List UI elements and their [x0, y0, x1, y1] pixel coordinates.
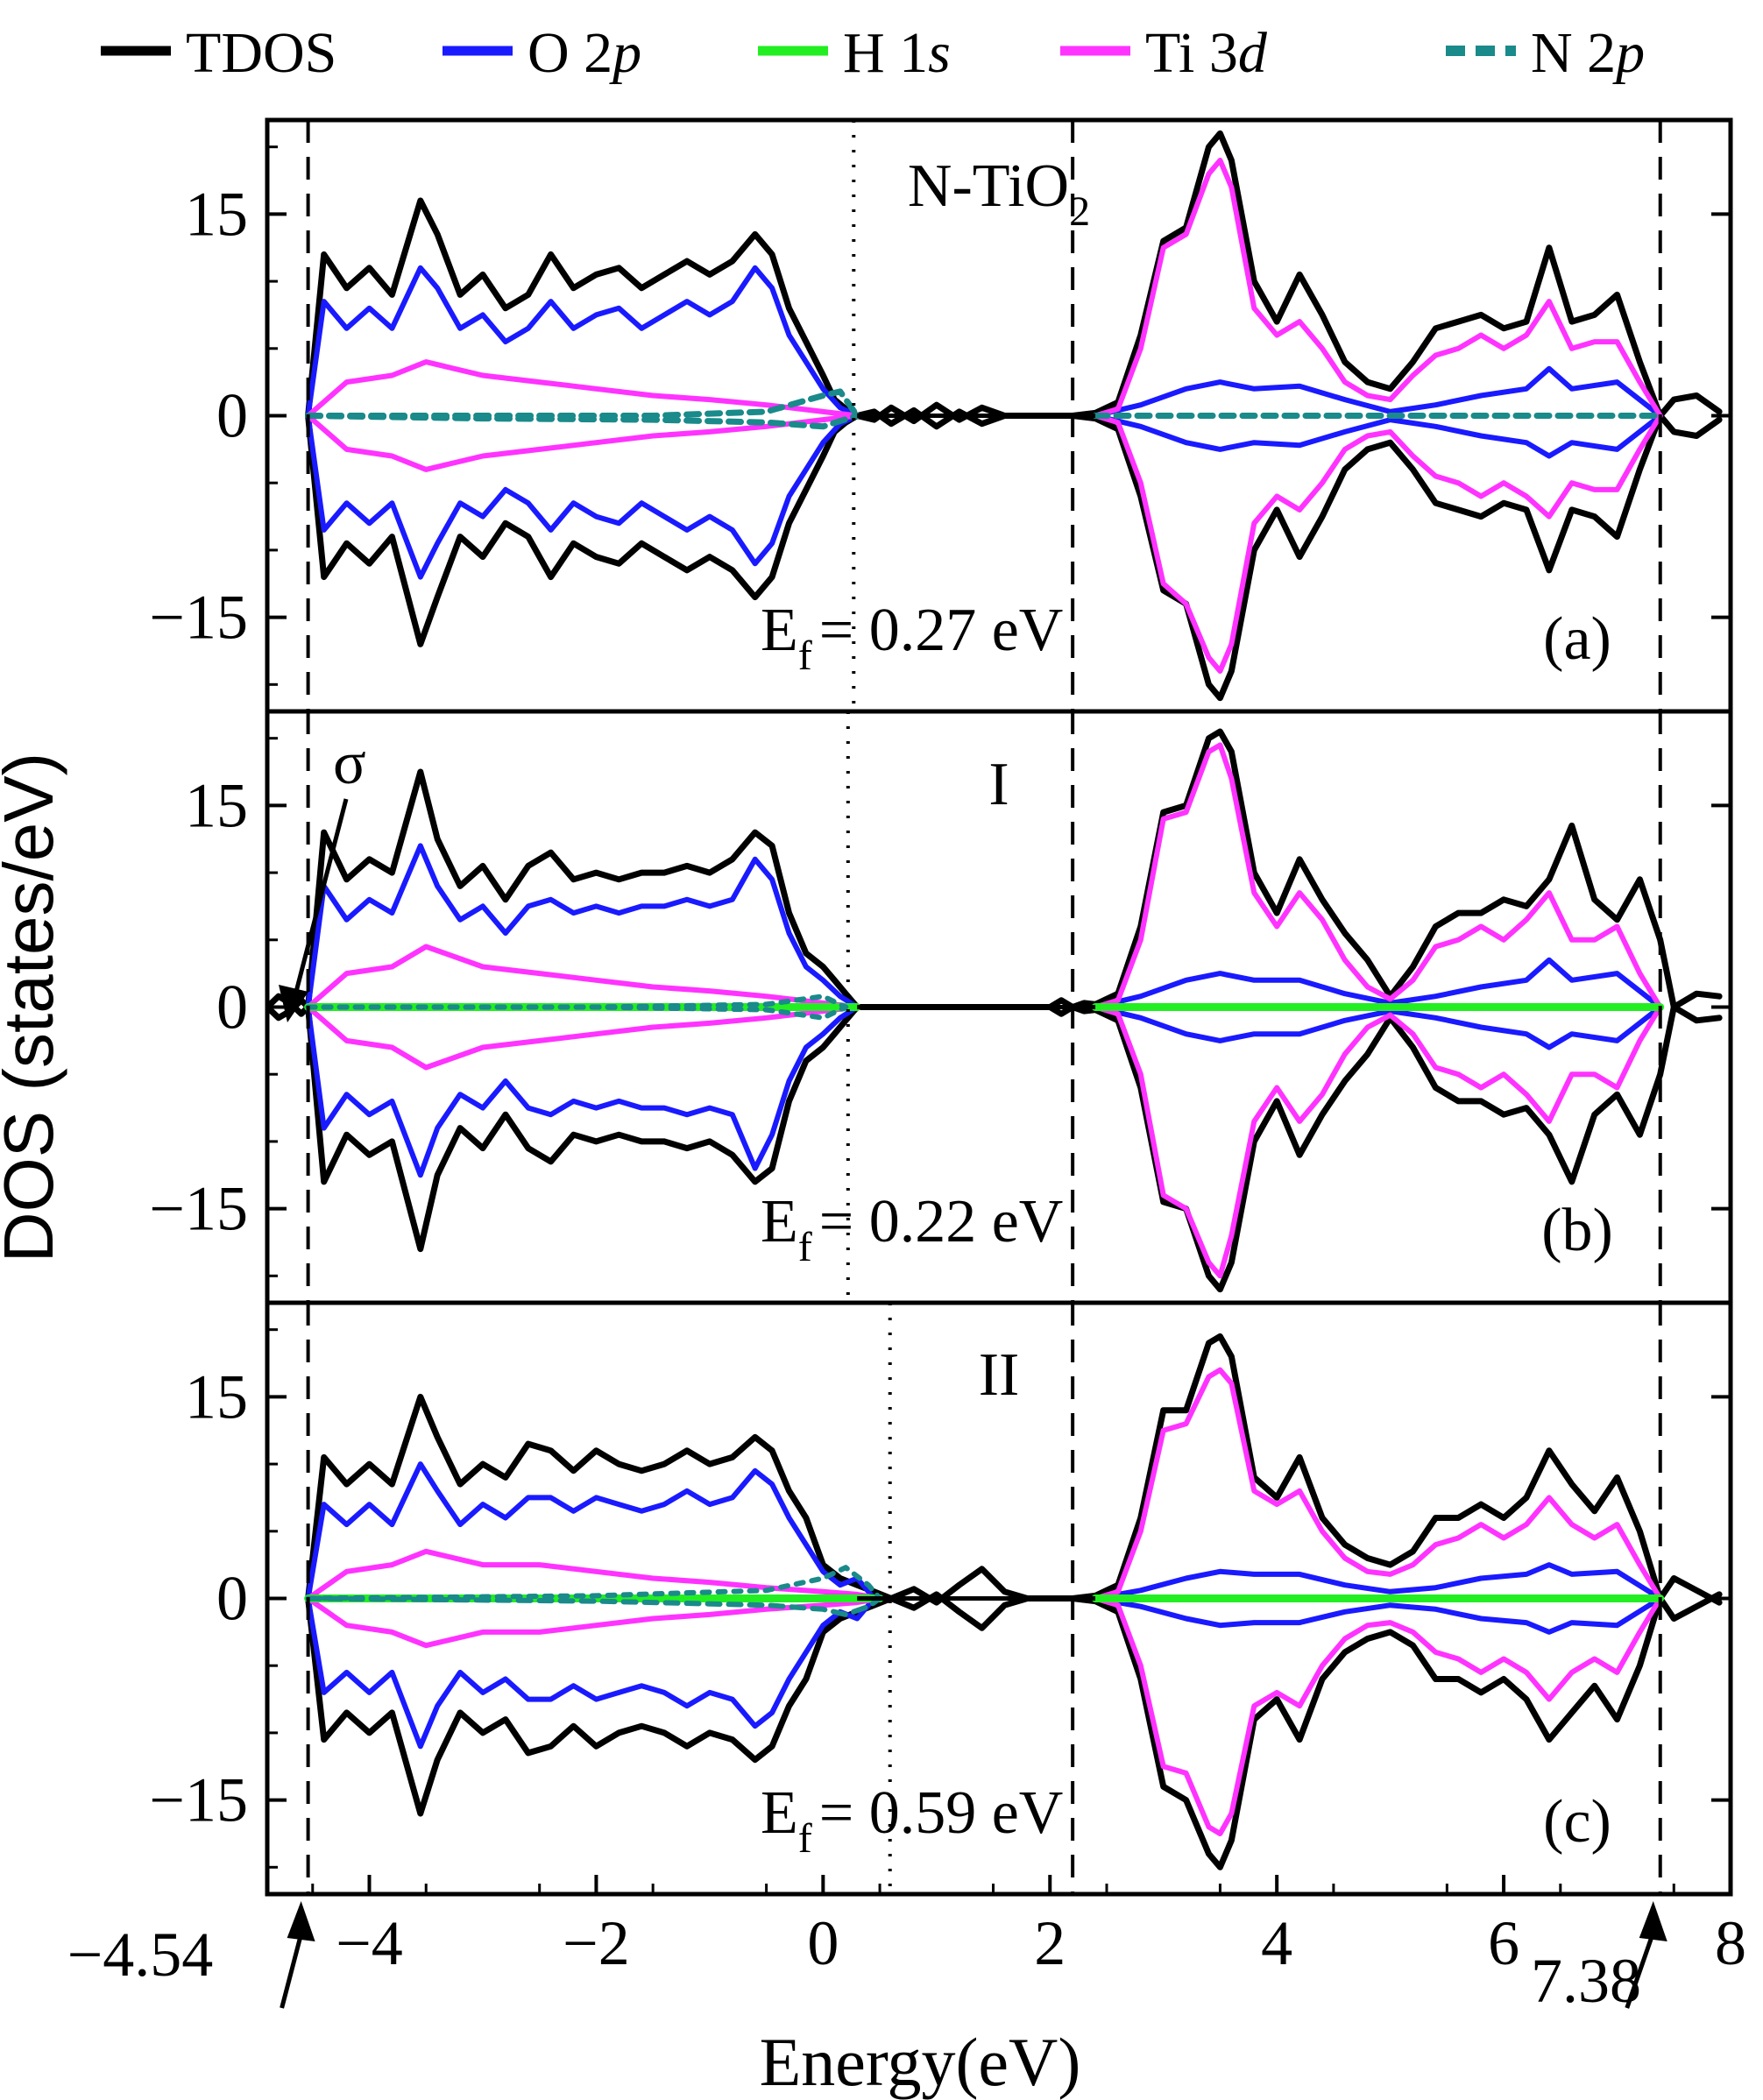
- panel-name: N-TiO2: [908, 152, 1090, 235]
- series-ti-3d-cb: [1093, 158, 1663, 419]
- panel-label: (a): [1543, 605, 1611, 673]
- series-o-2p-down: [305, 413, 860, 580]
- panel-label: (b): [1541, 1197, 1613, 1264]
- legend-item-tdos: TDOS: [101, 21, 336, 85]
- x-tick-label: −2: [563, 1908, 630, 1978]
- x-tick-label: 8: [1715, 1908, 1746, 1978]
- series-o-2p-down: [305, 1595, 877, 1750]
- series-o-2p: [305, 1461, 877, 1602]
- panel-a: −15 0 15 N-TiO2 Ef = 0.27 eV (a): [149, 117, 1733, 714]
- annotation-arrowhead: [1639, 1901, 1667, 1941]
- y-tick-label: 0: [216, 1564, 248, 1634]
- arrow-annotation-7-38: 7.38: [1531, 1901, 1667, 2016]
- legend-label: H 1s: [843, 21, 951, 85]
- annotation-label: −4.54: [67, 1920, 214, 1990]
- series-ti-3d-cb: [1093, 1367, 1663, 1602]
- series-o-2p: [305, 265, 860, 419]
- sigma-arrowhead: [279, 985, 308, 1022]
- series-o-2p-down: [305, 1004, 860, 1178]
- series-o-2p-cb: [1093, 1562, 1663, 1602]
- series-ti-3d-cb-down: [1093, 413, 1663, 674]
- arrow-annotation-4-54: −4.54: [67, 1901, 315, 2009]
- legend-item-o-2p: O 2p: [443, 21, 641, 85]
- panel-name: II: [979, 1341, 1020, 1409]
- series-o-2p-cb: [1093, 365, 1663, 419]
- series-ti-3d-cb: [1093, 742, 1663, 1010]
- series-n-2p-down: [305, 1595, 883, 1617]
- panel-c: −15 0 15 II Ef = 0.59 eV (c): [149, 1300, 1733, 1897]
- series-ti-3d: [305, 944, 860, 1010]
- legend-label: TDOS: [186, 21, 336, 85]
- panel-b: −15 0 15 I Ef = 0.22 eV (b) σ: [149, 709, 1733, 1305]
- annotation-arrow: [1625, 1927, 1658, 2009]
- annotation-arrow: [280, 1927, 306, 2009]
- series-o-2p-cb-down: [1093, 1595, 1663, 1635]
- series-n-2p-down: [305, 413, 860, 430]
- y-tick-label: −15: [149, 1174, 248, 1244]
- fermi-energy-label: Ef = 0.27 eV: [761, 597, 1063, 679]
- series-group: [305, 130, 1723, 702]
- series-ti-3d-cb-down: [1093, 1595, 1663, 1836]
- legend-item-h-1s: H 1s: [758, 21, 951, 85]
- panel-label: (c): [1543, 1788, 1611, 1856]
- sigma-annotation: σ: [279, 730, 366, 1022]
- x-tick-label: 4: [1261, 1908, 1292, 1978]
- series-ti-3d-down: [305, 1595, 883, 1649]
- legend-label: O 2p: [527, 21, 641, 85]
- y-tick-label: 0: [216, 381, 248, 451]
- legend-label: Ti 3d: [1145, 21, 1268, 85]
- legend-item-n-2p: N 2p: [1446, 21, 1645, 85]
- series-o-2p-cb-down: [1093, 413, 1663, 459]
- fermi-energy-label: Ef = 0.59 eV: [761, 1779, 1063, 1862]
- series-o-2p: [305, 843, 860, 1010]
- legend-item-ti-3d: Ti 3d: [1060, 21, 1268, 85]
- sigma-label: σ: [333, 730, 366, 797]
- x-tick-label: −4: [336, 1908, 403, 1978]
- y-tick-label: −15: [149, 1765, 248, 1835]
- y-tick-label: 15: [185, 770, 248, 840]
- series-o-2p-cb-down: [1093, 1004, 1663, 1050]
- y-tick-label: 0: [216, 972, 248, 1043]
- series-o-2p-cb: [1093, 957, 1663, 1010]
- series-group: [267, 728, 1723, 1293]
- y-tick-label: −15: [149, 583, 248, 653]
- series-n-2p-down: [305, 1004, 849, 1021]
- series-tdos-down: [305, 401, 1723, 702]
- sigma-arrow: [294, 798, 349, 993]
- x-tick-label: 2: [1034, 1908, 1066, 1978]
- annotation-label: 7.38: [1531, 1946, 1641, 2016]
- series-tdos: [305, 130, 1723, 430]
- fermi-energy-label: Ef = 0.22 eV: [761, 1188, 1063, 1270]
- series-n-2p: [305, 1565, 883, 1602]
- series-ti-3d-cb-down: [1093, 1004, 1663, 1279]
- annotation-arrowhead: [287, 1901, 315, 1941]
- y-tick-label: 15: [185, 179, 248, 249]
- x-tick-label: 0: [807, 1908, 839, 1978]
- legend: TDOS O 2p H 1s Ti 3d N 2p: [101, 21, 1645, 85]
- series-tdos: [305, 1333, 1723, 1631]
- x-axis-title: Energy(eV): [760, 2024, 1081, 2100]
- legend-label: N 2p: [1531, 21, 1645, 85]
- panels: −15 0 15 N-TiO2 Ef = 0.27 eV (a) −15 0 15 I Ef = 0.2…: [149, 117, 1733, 1897]
- x-tick-label: 6: [1488, 1908, 1519, 1978]
- y-tick-label: 15: [185, 1361, 248, 1432]
- x-axis: −4 −2 0 2 4 6 8 −4.54 7.38: [67, 1875, 1746, 2016]
- series-ti-3d-down: [305, 1004, 860, 1071]
- series-group: [304, 1333, 1723, 1870]
- y-axis-title: DOS (states/eV): [0, 753, 67, 1262]
- panel-name: I: [988, 751, 1009, 818]
- series-tdos-down: [305, 1566, 1723, 1870]
- series-ti-3d: [305, 1548, 883, 1602]
